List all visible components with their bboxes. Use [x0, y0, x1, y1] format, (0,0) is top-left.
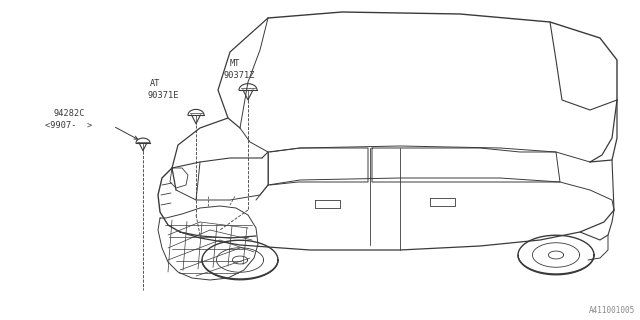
Text: 90371Z: 90371Z [224, 71, 255, 80]
Text: AT: AT [150, 79, 161, 88]
Text: 90371E: 90371E [148, 91, 179, 100]
Text: <9907-  >: <9907- > [45, 121, 92, 130]
Text: MT: MT [230, 59, 241, 68]
Text: 94282C: 94282C [53, 109, 84, 118]
Text: A411001005: A411001005 [589, 306, 635, 315]
